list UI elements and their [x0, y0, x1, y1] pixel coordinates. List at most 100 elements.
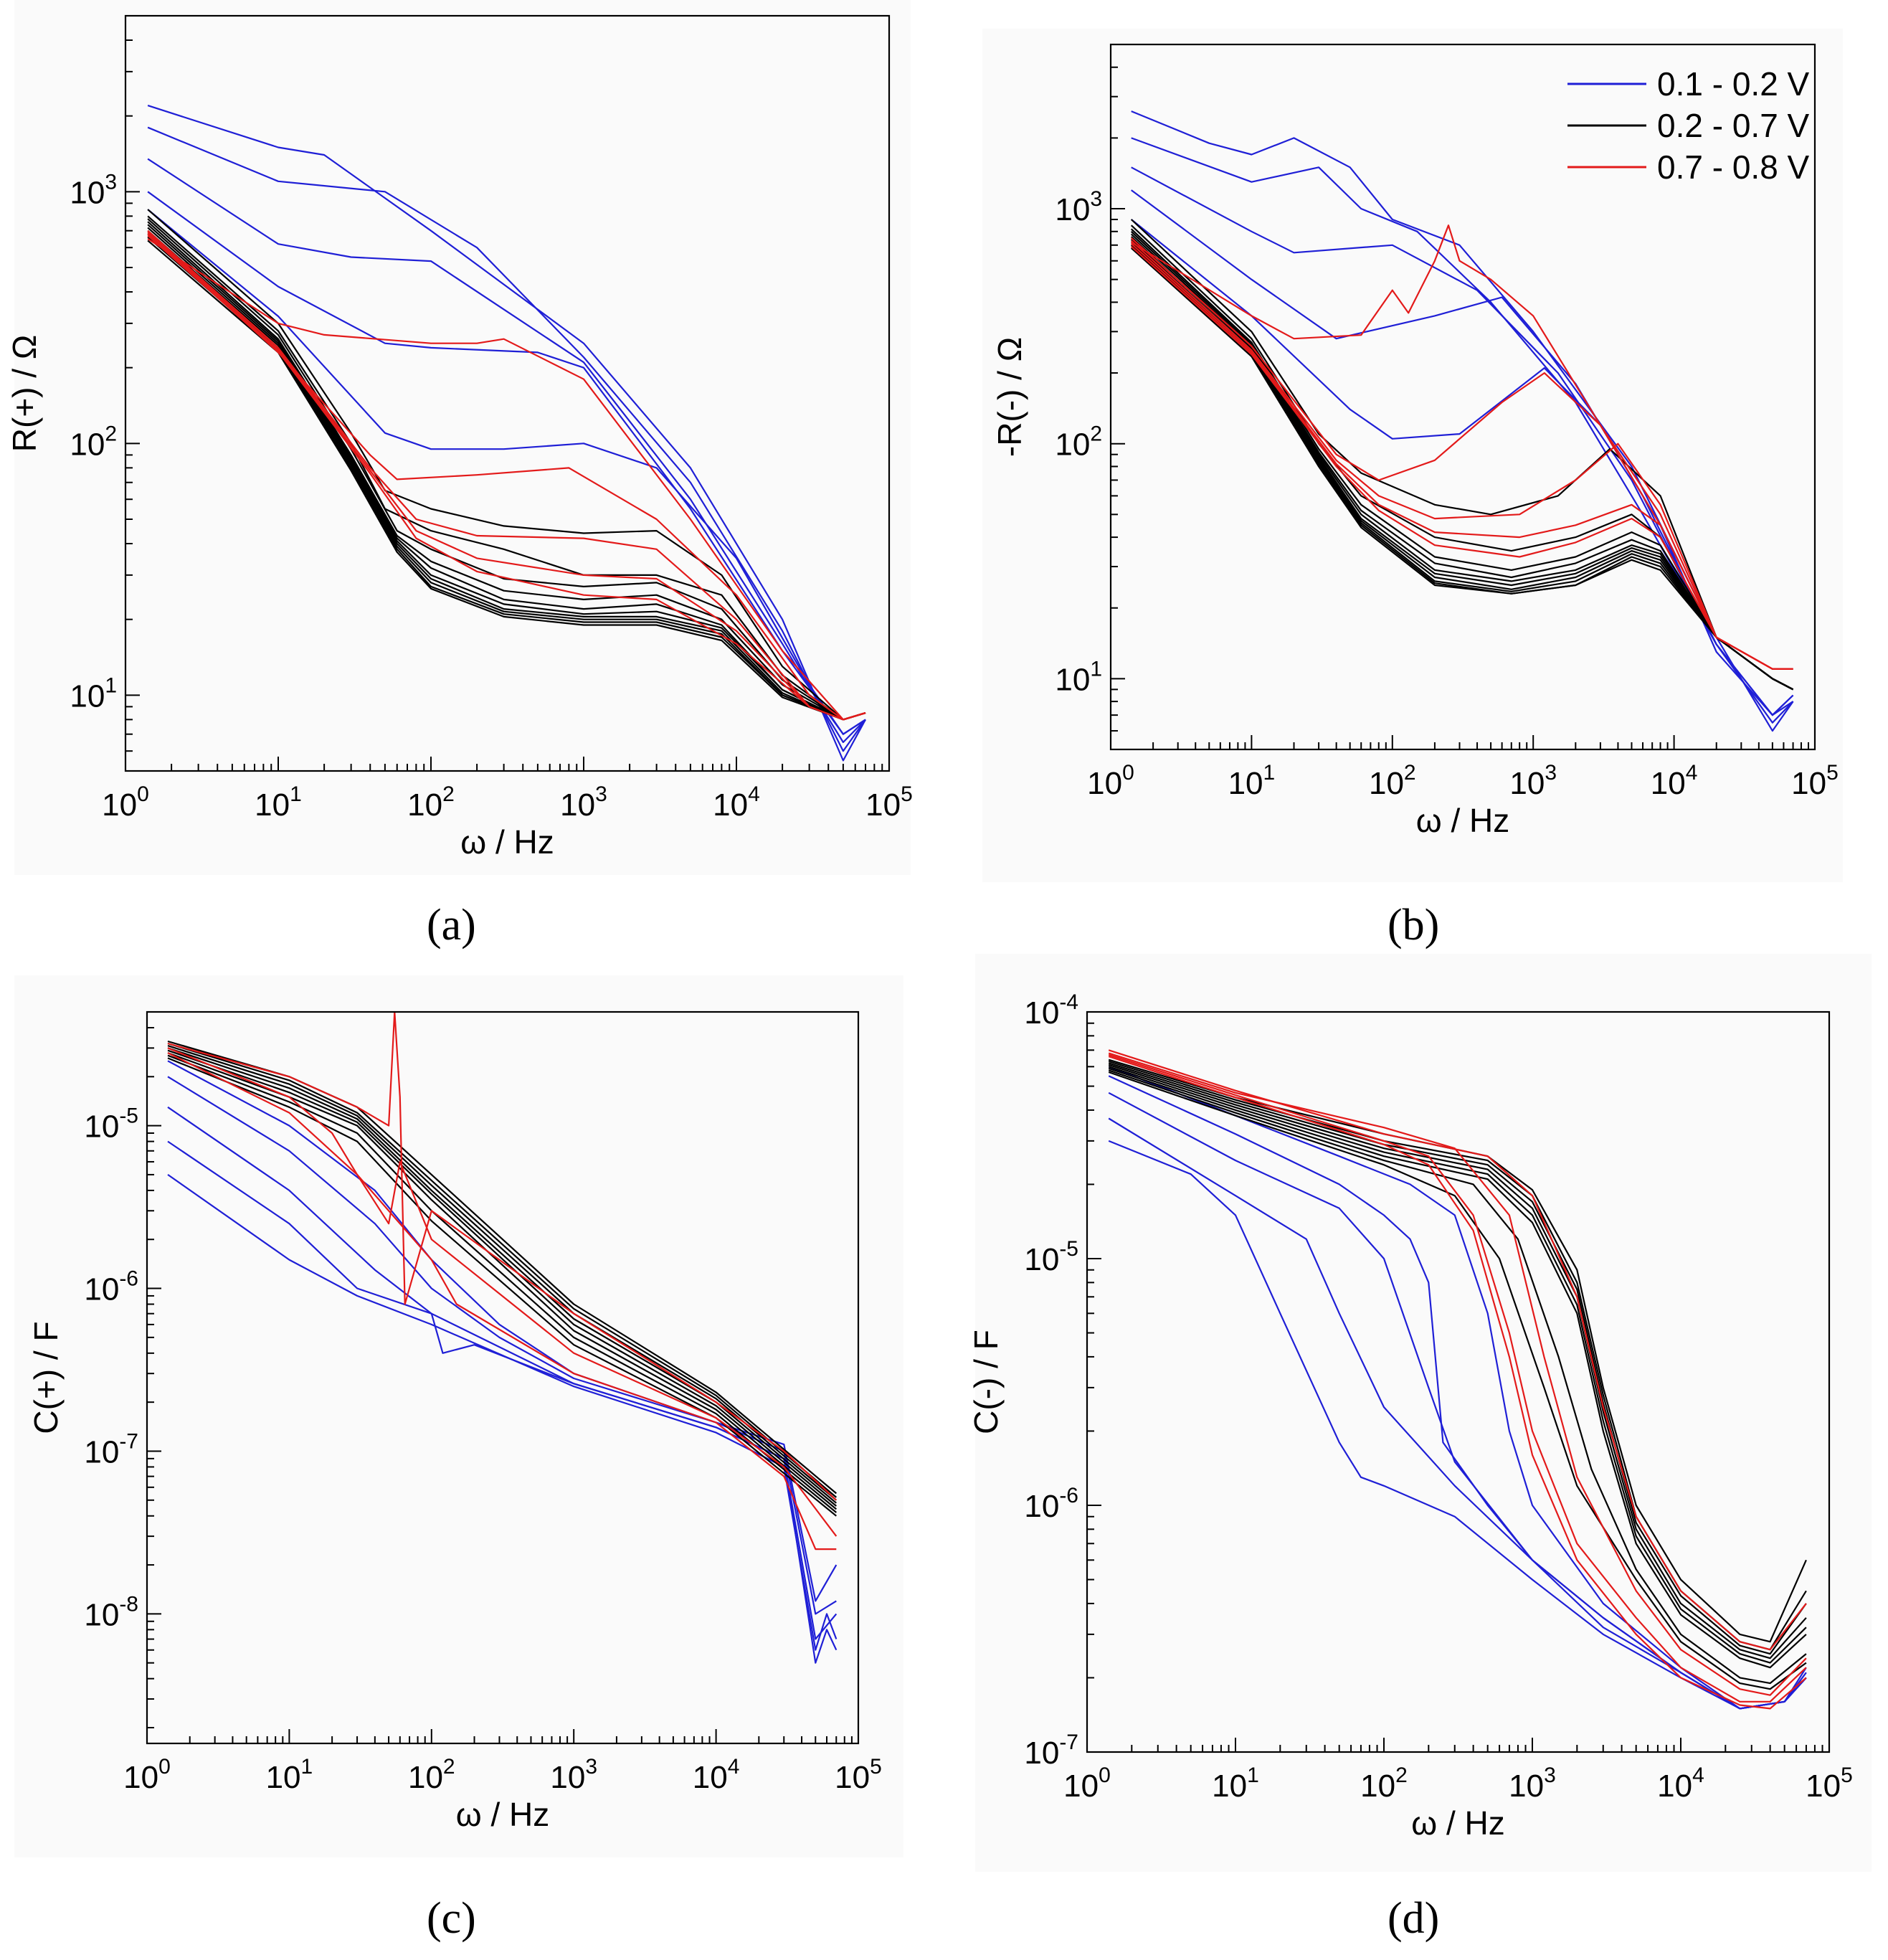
x-tick-label: 100 [1063, 1763, 1111, 1804]
series-line-low-1 [167, 1140, 838, 1664]
series-line-mid-12 [1108, 1071, 1807, 1690]
series-line-low-0 [1131, 110, 1794, 732]
y-tick-label: 103 [1055, 187, 1102, 227]
y-tick-label: 10-6 [1024, 1484, 1078, 1524]
series-group [1108, 1049, 1807, 1710]
x-tick-label: 102 [408, 1755, 455, 1795]
caption-a: (a) [427, 901, 476, 950]
series-line-mid-10 [1108, 1067, 1807, 1669]
series-line-high-13 [167, 1010, 838, 1501]
y-tick-label: 102 [1055, 422, 1102, 463]
series-line-low-4 [147, 209, 866, 735]
series-line-mid-9 [167, 1049, 838, 1507]
panel-d-background [975, 954, 1872, 1872]
y-tick-label: 10-5 [1024, 1237, 1078, 1277]
series-line-mid-11 [147, 229, 866, 721]
x-tick-label: 100 [1087, 761, 1134, 801]
series-line-mid-12 [147, 233, 866, 721]
series-line-mid-13 [147, 236, 866, 721]
caption-c: (c) [427, 1894, 476, 1943]
series-line-low-1 [1131, 137, 1794, 724]
x-tick-label: 104 [713, 782, 760, 823]
series-line-mid-8 [147, 221, 866, 721]
series-line-low-2 [1108, 1092, 1807, 1710]
series-line-low-2 [147, 158, 866, 744]
y-tick-label: 10-6 [84, 1267, 138, 1307]
y-tick-label: 101 [1055, 657, 1102, 697]
series-group [167, 1010, 838, 1664]
series-line-mid-11 [1108, 1069, 1807, 1685]
series-line-high-19 [147, 235, 866, 721]
legend-label-high: 0.7 - 0.8 V [1657, 148, 1810, 186]
plot-frame [1086, 1010, 1831, 1753]
y-tick-label: 10-7 [1024, 1731, 1078, 1771]
x-tick-label: 104 [1651, 761, 1698, 801]
series-line-high-13 [1108, 1049, 1807, 1651]
series-line-mid-10 [167, 1052, 838, 1510]
x-tick-label: 103 [1509, 1763, 1556, 1804]
x-tick-label: 103 [1509, 761, 1557, 801]
x-tick-label: 101 [255, 782, 302, 823]
panel-c-background [14, 975, 903, 1857]
series-line-mid-6 [1130, 224, 1794, 691]
series-line-low-4 [1131, 219, 1794, 716]
x-tick-label: 105 [835, 1755, 882, 1795]
series-line-mid-9 [1108, 1066, 1807, 1664]
series-line-mid-14 [1130, 247, 1794, 691]
x-tick-label: 102 [1360, 1763, 1408, 1804]
series-line-high-15 [1108, 1054, 1807, 1703]
chart-panel-d: 100 101 102 103 104 105 10-7 10-6 10-5 10-4 ω / Hz… [967, 990, 1853, 1842]
series-line-high-14 [167, 1047, 838, 1537]
chart-panel-c: 100 101 102 103 104 105 10-8 10-7 10-6 10-5 ω / Hz… [27, 1010, 882, 1833]
caption-b: (b) [1387, 901, 1440, 950]
series-line-high-16 [1108, 1056, 1807, 1710]
series-line-low-4 [1108, 1066, 1807, 1710]
x-axis-label: ω / Hz [456, 1796, 549, 1833]
x-tick-label: 101 [266, 1755, 313, 1795]
series-line-low-0 [147, 105, 866, 762]
x-tick-label: 100 [102, 782, 149, 823]
series-line-mid-10 [147, 227, 866, 721]
x-axis-label: ω / Hz [460, 823, 554, 861]
x-axis-label: ω / Hz [1411, 1804, 1504, 1842]
x-tick-label: 101 [1228, 761, 1276, 801]
plot-frame [146, 1010, 860, 1745]
series-line-mid-11 [167, 1054, 837, 1513]
y-axis-label: C(-) / F [967, 1330, 1005, 1434]
y-tick-label: 101 [70, 673, 117, 714]
series-line-low-3 [1131, 189, 1794, 716]
series-line-high-16 [147, 233, 866, 721]
caption-d: (d) [1387, 1894, 1440, 1943]
legend: 0.1 - 0.2 V 0.2 - 0.7 V 0.7 - 0.8 V [1567, 65, 1810, 186]
series-line-mid-8 [1130, 230, 1794, 691]
y-tick-label: 103 [70, 170, 117, 210]
series-line-low-4 [167, 1060, 838, 1602]
series-line-high-15 [167, 1052, 837, 1551]
series-line-low-2 [1131, 166, 1794, 716]
x-tick-label: 102 [1369, 761, 1416, 801]
series-group [1130, 110, 1794, 732]
series-line-mid-5 [1108, 1059, 1807, 1643]
series-line-mid-5 [147, 209, 866, 721]
series-line-high-18 [147, 232, 866, 721]
series-line-mid-8 [1108, 1064, 1807, 1660]
series-line-high-19 [1130, 245, 1793, 670]
panel-b-background [982, 29, 1843, 882]
x-axis-label: ω / Hz [1416, 802, 1509, 839]
y-axis-label: R(+) / Ω [6, 335, 43, 452]
y-tick-label: 102 [70, 422, 117, 462]
series-line-mid-6 [147, 215, 866, 721]
legend-label-low: 0.1 - 0.2 V [1657, 65, 1810, 103]
series-line-mid-14 [147, 240, 866, 721]
series-line-low-3 [167, 1076, 837, 1615]
x-tick-label: 103 [550, 1755, 597, 1795]
series-line-low-0 [1108, 1140, 1807, 1710]
series-line-mid-7 [167, 1045, 838, 1501]
series-line-mid-10 [1130, 236, 1794, 691]
plot-frame [1109, 43, 1816, 751]
series-line-mid-12 [1130, 241, 1794, 691]
series-line-mid-11 [1130, 239, 1794, 691]
x-tick-label: 105 [1791, 761, 1839, 801]
y-axis-label: C(+) / F [27, 1321, 65, 1434]
